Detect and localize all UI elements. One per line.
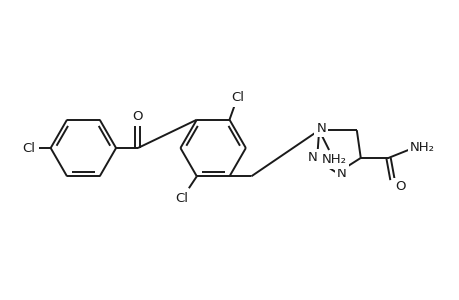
Text: Cl: Cl (175, 192, 188, 205)
Text: NH₂: NH₂ (409, 140, 434, 154)
Text: N: N (316, 122, 325, 135)
Text: N: N (307, 152, 316, 164)
Text: Cl: Cl (230, 92, 243, 104)
Text: N: N (336, 167, 346, 180)
Text: Cl: Cl (22, 142, 35, 154)
Text: O: O (132, 110, 143, 123)
Text: O: O (394, 180, 405, 193)
Text: NH₂: NH₂ (321, 153, 346, 167)
